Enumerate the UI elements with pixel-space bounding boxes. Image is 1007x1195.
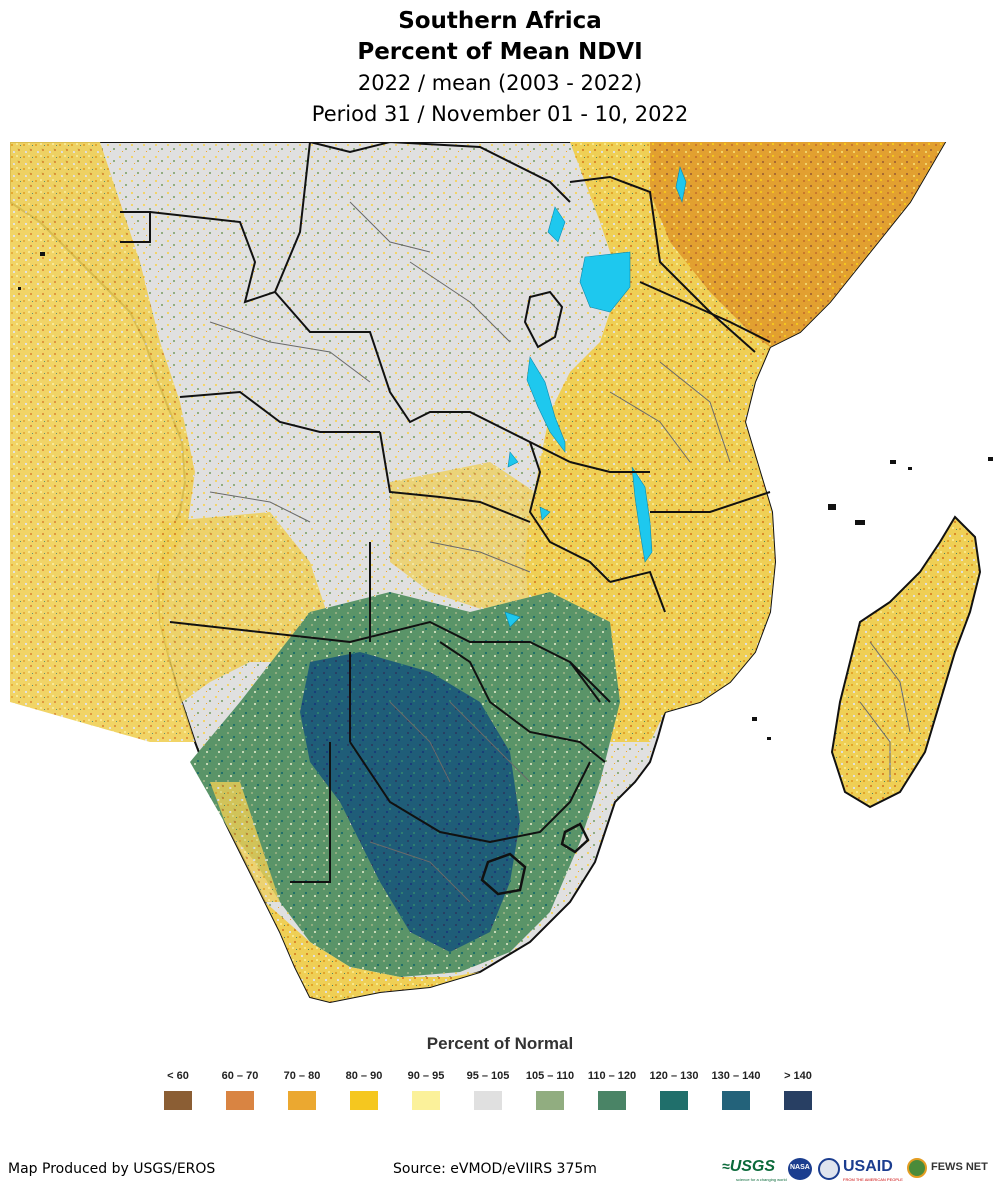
namibia-coast [210,782,280,902]
nasa-logo: NASA [788,1158,812,1180]
lesotho [480,852,527,896]
usgs-wave-icon: ≈ [722,1158,730,1174]
national-borders [120,142,771,883]
kenya-somalia-dry [650,142,945,347]
legend-label: < 60 [167,1070,189,1082]
legend-label: 90 – 95 [407,1070,445,1082]
legend-label: 110 – 120 [587,1070,637,1082]
legend-title: Percent of Normal [426,1034,574,1053]
legend-item: > 140 [767,1068,829,1110]
legend-item: 80 – 90 [333,1068,395,1110]
east-africa-dry [525,142,945,742]
legend-swatch [598,1091,626,1110]
lakes [504,165,687,628]
subnational-borders [209,201,911,903]
map-title-product: Percent of Mean NDVI [357,39,643,65]
data-source: Source: eVMOD/eVIIRS 375m [393,1161,597,1177]
legend-label: > 140 [784,1070,812,1082]
legend-swatch [164,1091,192,1110]
legend-swatch [722,1091,750,1110]
map-title-region: Southern Africa [398,8,602,34]
legend-label: 95 – 105 [466,1070,510,1082]
legend-label: 105 – 110 [525,1070,575,1082]
rwanda-burundi [523,290,564,349]
legend-item: 120 – 130 [643,1068,705,1110]
usaid-tagline: FROM THE AMERICAN PEOPLE [843,1177,903,1182]
title-block: Southern Africa Percent of Mean NDVI 202… [0,6,1000,130]
zambia-yellow [390,462,570,612]
legend-swatch [350,1091,378,1110]
legend-item: 110 – 120 [581,1068,643,1110]
partner-logos: ≈USGS science for a changing world NASA … [722,1156,1002,1186]
legend-swatch [474,1091,502,1110]
usaid-logo: USAID [843,1158,893,1175]
map-subtitle-years: 2022 / mean (2003 - 2022) [357,71,643,95]
legend-label: 70 – 80 [283,1070,321,1082]
legend-item: < 60 [147,1068,209,1110]
high-ndvi-core [300,652,520,952]
lake-kariba [504,611,521,628]
legend-item: 70 – 80 [271,1068,333,1110]
islands [18,252,993,740]
lake-victoria [579,251,631,313]
produced-by: Map Produced by USGS/EROS [8,1161,216,1177]
madagascar [830,515,982,809]
legend-swatch [660,1091,688,1110]
legend-item: 95 – 105 [457,1068,519,1110]
south-coast-yellow [265,902,480,1002]
legend-item: 60 – 70 [209,1068,271,1110]
legend-swatch [412,1091,440,1110]
map-subtitle-period: Period 31 / November 01 - 10, 2022 [311,102,689,126]
lake-bangweulu [539,506,551,521]
lake-malawi [631,466,653,563]
eswatini [560,822,590,854]
fewsnet-globe-icon [907,1158,927,1178]
western-coast-yellow [10,142,195,742]
lake-tanganyika [526,356,566,453]
fewsnet-logo: FEWS NET [931,1161,988,1173]
legend-swatch [288,1091,316,1110]
legend-swatch [536,1091,564,1110]
legend-label: 130 – 140 [711,1070,761,1082]
legend-label: 60 – 70 [221,1070,259,1082]
legend-item: 130 – 140 [705,1068,767,1110]
legend: < 60 60 – 70 70 – 80 80 – 90 90 – 95 95 – 105… [164,1068,844,1118]
legend-label: 120 – 130 [649,1070,699,1082]
ndvi-map [10,142,993,1004]
usgs-logo: ≈USGS [722,1158,776,1175]
lake-mweru [507,451,519,468]
legend-item: 105 – 110 [519,1068,581,1110]
usaid-seal-icon [818,1158,840,1180]
usgs-tagline: science for a changing world [736,1177,787,1182]
legend-swatch [784,1091,812,1110]
lake-turkana [675,165,687,204]
legend-item: 90 – 95 [395,1068,457,1110]
lake-albert [547,206,566,243]
legend-label: 80 – 90 [345,1070,383,1082]
legend-swatch [226,1091,254,1110]
